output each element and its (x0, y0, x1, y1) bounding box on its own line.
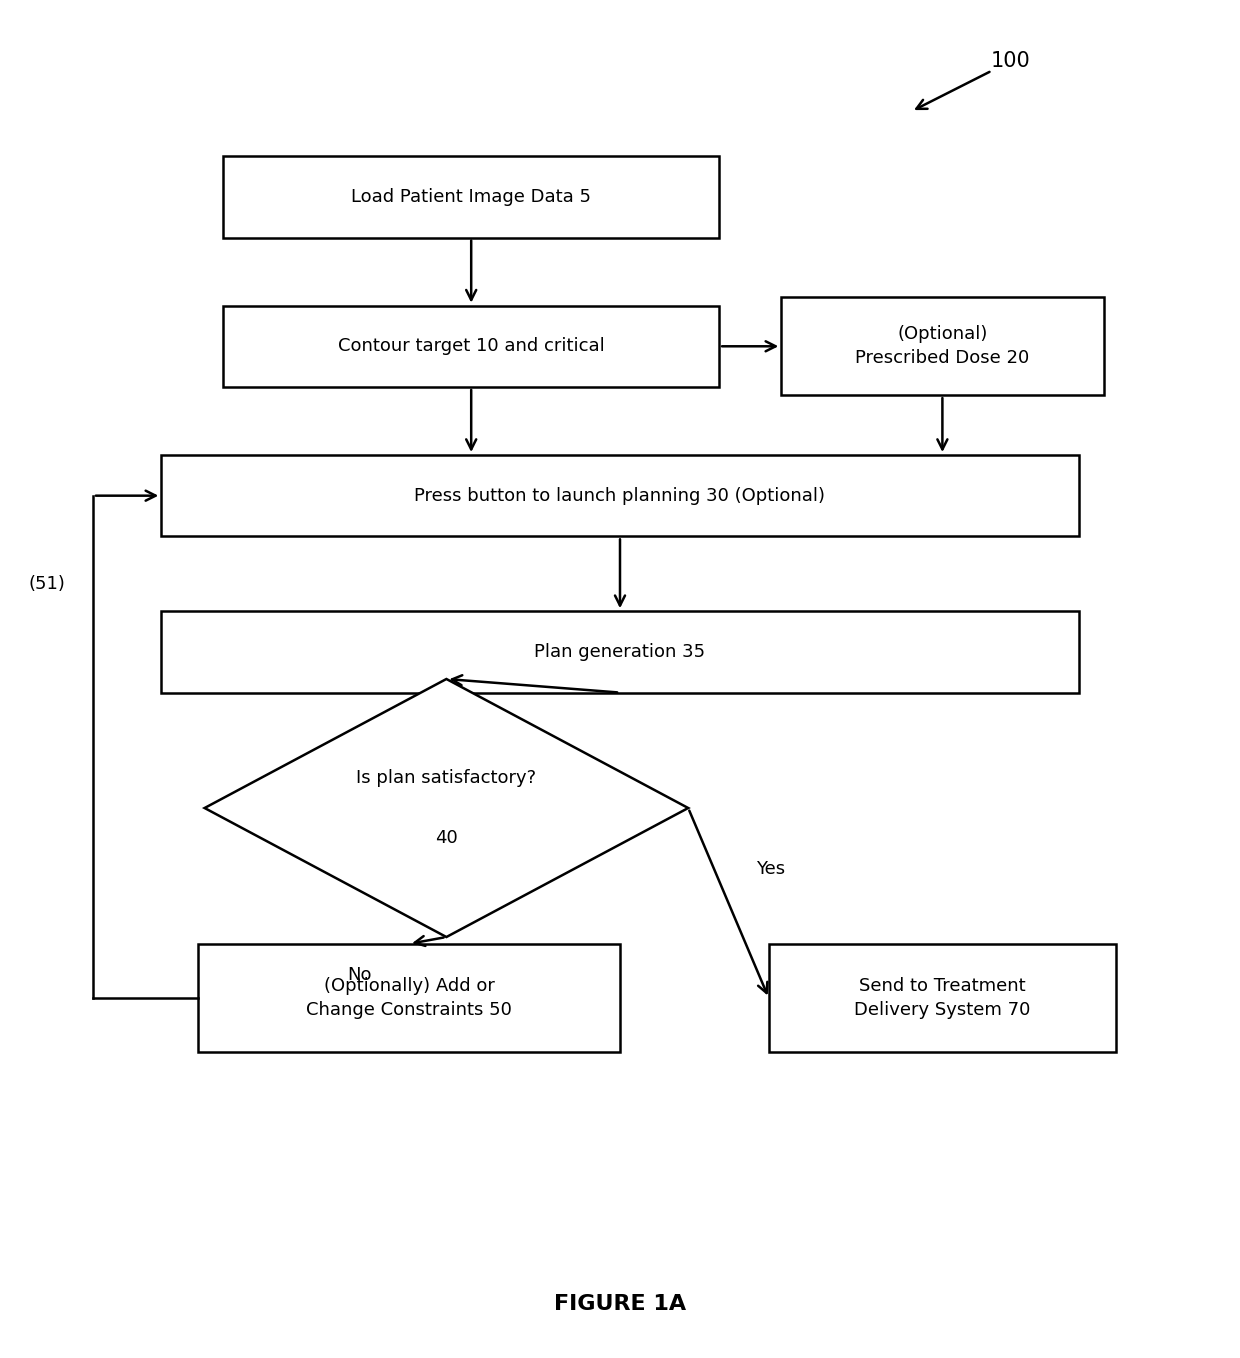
FancyBboxPatch shape (223, 306, 719, 387)
FancyBboxPatch shape (769, 944, 1116, 1052)
Text: (Optionally) Add or
Change Constraints 50: (Optionally) Add or Change Constraints 5… (306, 978, 512, 1018)
Text: (Optional)
Prescribed Dose 20: (Optional) Prescribed Dose 20 (856, 326, 1029, 367)
Text: Load Patient Image Data 5: Load Patient Image Data 5 (351, 187, 591, 206)
FancyBboxPatch shape (223, 156, 719, 238)
Text: 40: 40 (435, 828, 458, 847)
FancyBboxPatch shape (781, 297, 1104, 395)
Text: Press button to launch planning 30 (Optional): Press button to launch planning 30 (Opti… (414, 486, 826, 505)
Text: No: No (347, 966, 372, 985)
FancyBboxPatch shape (198, 944, 620, 1052)
FancyBboxPatch shape (161, 455, 1079, 536)
FancyBboxPatch shape (161, 611, 1079, 693)
Text: Send to Treatment
Delivery System 70: Send to Treatment Delivery System 70 (854, 978, 1030, 1018)
Text: Yes: Yes (756, 860, 785, 879)
Text: (51): (51) (29, 574, 66, 593)
Text: FIGURE 1A: FIGURE 1A (554, 1294, 686, 1313)
Text: Is plan satisfactory?: Is plan satisfactory? (356, 769, 537, 788)
Text: 100: 100 (991, 52, 1030, 71)
Text: Plan generation 35: Plan generation 35 (534, 642, 706, 661)
Text: Contour target 10 and critical: Contour target 10 and critical (337, 337, 605, 356)
Polygon shape (205, 679, 688, 937)
